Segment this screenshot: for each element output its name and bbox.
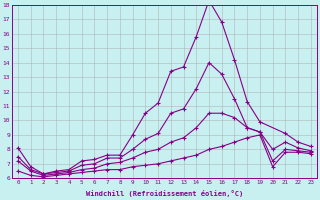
X-axis label: Windchill (Refroidissement éolien,°C): Windchill (Refroidissement éolien,°C): [86, 190, 243, 197]
